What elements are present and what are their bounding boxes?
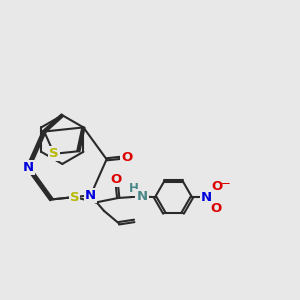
Text: N: N: [22, 161, 34, 174]
Text: O: O: [111, 173, 122, 186]
Text: O: O: [212, 180, 223, 193]
Text: S: S: [49, 147, 59, 160]
Text: N: N: [136, 190, 148, 203]
Text: H: H: [129, 182, 139, 195]
Text: −: −: [221, 177, 231, 190]
Text: S: S: [70, 190, 79, 204]
Text: N: N: [201, 190, 212, 204]
Text: O: O: [210, 202, 221, 215]
Text: N: N: [85, 189, 96, 202]
Text: O: O: [121, 151, 132, 164]
